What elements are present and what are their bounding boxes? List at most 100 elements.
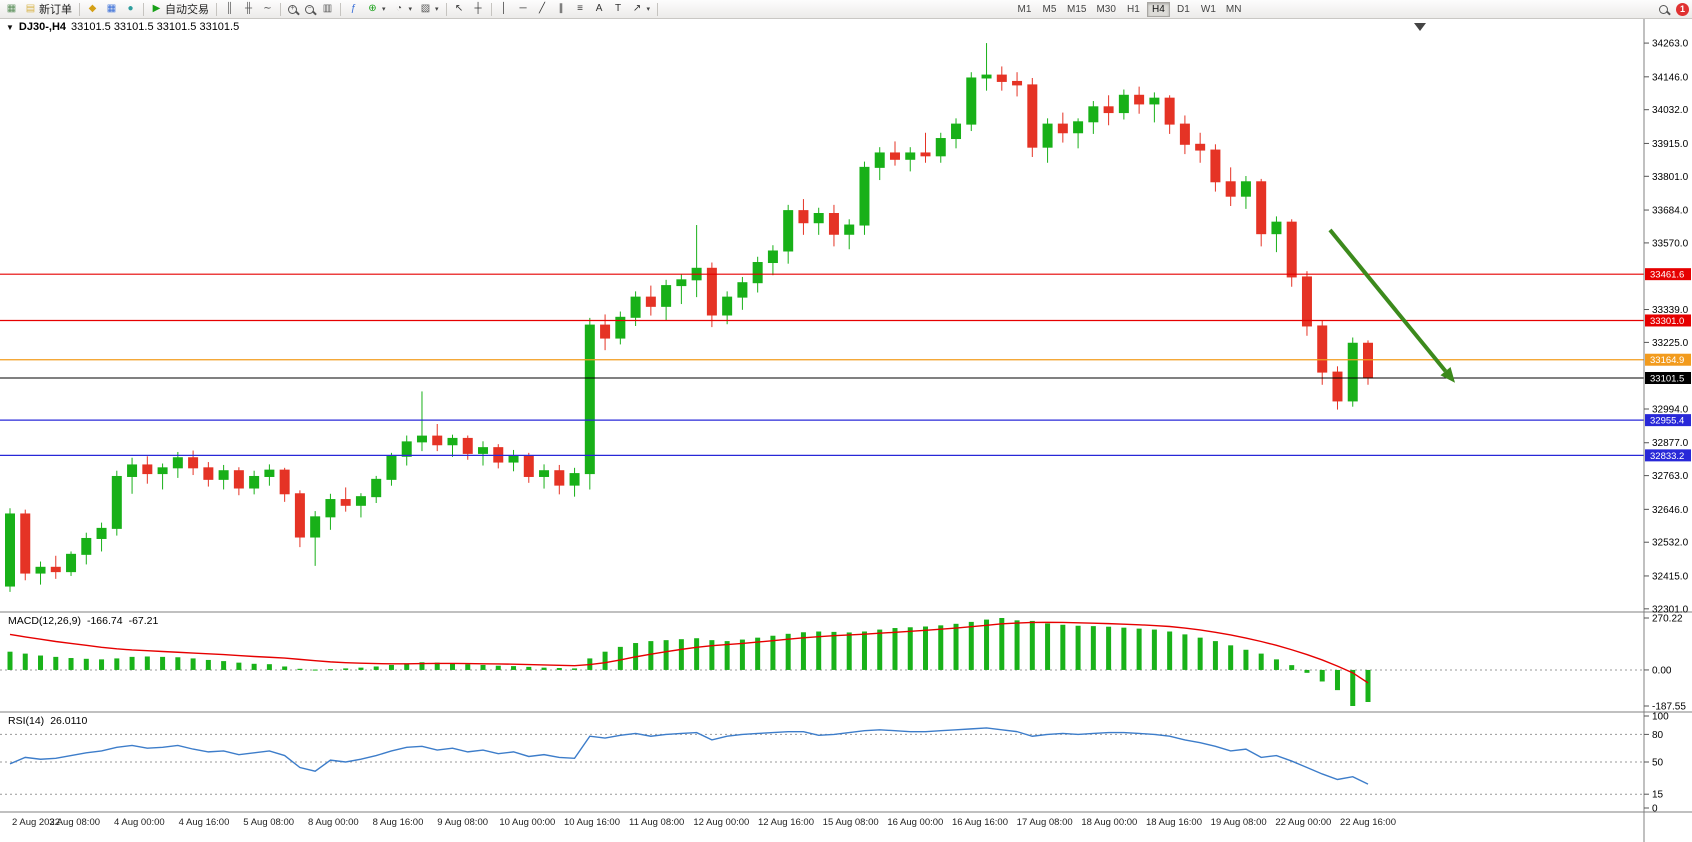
new-order-button[interactable]: ▤ 新订单 (21, 1, 76, 17)
price-tag-33164.9: 33164.9 (1645, 353, 1691, 366)
text-tool-button[interactable]: A (590, 1, 609, 17)
chart-bars-button[interactable]: ║ (220, 1, 239, 17)
navigator-button[interactable]: ● (121, 1, 140, 17)
crosshair-button[interactable]: ┼ (469, 1, 488, 17)
timeframe-w1[interactable]: W1 (1197, 2, 1220, 17)
chart-line-icon: ∼ (263, 3, 272, 14)
periods-button[interactable]: ◔ ▾ (390, 1, 417, 17)
trend-arrow-head (1440, 367, 1455, 383)
time-label: 11 Aug 08:00 (629, 817, 684, 828)
templates-button[interactable]: ▧ ▾ (416, 1, 443, 17)
horizontal-line-tool-button[interactable]: ─ (514, 1, 533, 17)
new-chart-button[interactable]: ▦ (2, 1, 21, 17)
timeframe-m30[interactable]: M30 (1092, 2, 1119, 17)
timeframe-mn[interactable]: MN (1222, 2, 1246, 17)
rsi-axis-label: 80 (1652, 730, 1664, 741)
zoom-in-button[interactable]: + (284, 1, 301, 17)
label-tool-button[interactable]: T (609, 1, 628, 17)
periods-dropdown-icon: ▾ (408, 6, 413, 13)
toolbar-separator (143, 2, 144, 16)
rsi-name: RSI(14) (8, 715, 45, 727)
rsi-indicator-label: RSI(14) 26.0110 (8, 715, 87, 727)
auto-trading-button[interactable]: ▶ 自动交易 (147, 1, 213, 17)
history-center-button[interactable]: ◆ (83, 1, 102, 17)
time-label: 18 Aug 16:00 (1146, 817, 1202, 828)
cursor-button[interactable]: ↖ (450, 1, 469, 17)
time-label: 4 Aug 16:00 (179, 817, 230, 828)
macd-axis-label: 270.22 (1652, 614, 1683, 625)
add-indicator-button[interactable]: ⊕ ▾ (363, 1, 390, 17)
timeframe-h1[interactable]: H1 (1122, 2, 1145, 17)
add-indicator-icon: ⊕ (368, 3, 377, 14)
price-axis-background (1644, 18, 1692, 842)
timeframe-h4[interactable]: H4 (1146, 1, 1170, 17)
zoom-out-button[interactable]: − (301, 1, 318, 17)
fibonacci-tool-button[interactable]: ≡ (571, 1, 590, 17)
rsi-axis-label: 0 (1652, 804, 1658, 815)
one-click-trading-icon[interactable]: ▼ (6, 22, 14, 32)
time-label: 2 Aug 2022 (12, 817, 60, 828)
timeframe-m1[interactable]: M1 (1013, 2, 1036, 17)
search-icon (1659, 4, 1668, 14)
market-watch-button[interactable]: ▦ (102, 1, 121, 17)
timeframe-m15[interactable]: M15 (1063, 2, 1090, 17)
auto-trading-label: 自动交易 (165, 4, 209, 16)
time-label: 4 Aug 00:00 (114, 817, 165, 828)
price-tick-label: 32532.0 (1652, 538, 1689, 549)
macd-main-value: -166.74 (86, 615, 123, 627)
vertical-line-tool-button[interactable]: │ (495, 1, 514, 17)
chart-ohlc-values: 33101.5 33101.5 33101.5 33101.5 (71, 21, 240, 33)
price-tick-label: 34263.0 (1652, 39, 1689, 50)
price-tick-label: 33801.0 (1652, 172, 1689, 183)
rsi-axis-label: 15 (1652, 790, 1664, 801)
toolbar-right: 1 (1655, 0, 1689, 18)
indicators-icon: ƒ (350, 3, 357, 14)
navigator-icon: ● (127, 3, 134, 14)
toolbar-separator (79, 2, 80, 16)
trend-arrow[interactable] (1328, 228, 1448, 373)
time-label: 8 Aug 00:00 (308, 817, 359, 828)
svg-text:32833.2: 32833.2 (1650, 451, 1684, 462)
price-tick-label: 33339.0 (1652, 305, 1689, 316)
price-tick-label: 33915.0 (1652, 139, 1689, 150)
toolbar-buttons: ▦ ▤ 新订单 ◆ ▦ ● ▶ 自动交易 ║ ╫ ∼ + − ▥ ƒ ⊕ ▾ ◔ ▾ ▧ ▾ ↖ ┼ │ ─ ╱ ∥ ≡ A T ↗ ▾ (0, 0, 661, 18)
rsi-axis-label: 50 (1652, 758, 1664, 769)
zoom-out-icon: − (305, 4, 314, 14)
price-tick-label: 33570.0 (1652, 238, 1689, 249)
chart-line-button[interactable]: ∼ (258, 1, 277, 17)
price-tick-label: 32763.0 (1652, 471, 1689, 482)
arrows-tool-button[interactable]: ↗ ▾ (628, 1, 655, 17)
search-button[interactable] (1655, 1, 1672, 17)
timeframe-d1[interactable]: D1 (1172, 2, 1195, 17)
notification-badge[interactable]: 1 (1676, 2, 1689, 16)
price-tick-label: 33684.0 (1652, 206, 1689, 217)
time-label: 17 Aug 08:00 (1017, 817, 1073, 828)
crosshair-icon: ┼ (474, 3, 482, 14)
time-label: 8 Aug 16:00 (373, 817, 424, 828)
channel-tool-icon: ∥ (558, 3, 564, 14)
price-tick-label: 32646.0 (1652, 505, 1689, 516)
price-tick-label: 32877.0 (1652, 438, 1689, 449)
channel-tool-button[interactable]: ∥ (552, 1, 571, 17)
price-tick-label: 33225.0 (1652, 338, 1689, 349)
svg-text:33461.6: 33461.6 (1650, 270, 1684, 281)
toolbar-separator (657, 2, 659, 16)
chart-background (0, 18, 1692, 842)
tile-windows-icon: ▥ (322, 3, 333, 14)
price-axis[interactable]: 34263.0 34146.0 34032.0 33915.0 33801.0 33684… (1644, 39, 1689, 616)
trendline-tool-button[interactable]: ╱ (533, 1, 552, 17)
indicators-button[interactable]: ƒ (344, 1, 363, 17)
arrows-tool-icon: ↗ (632, 3, 642, 14)
new-order-icon: ▤ (25, 3, 36, 14)
toolbar-separator (280, 2, 281, 16)
timeframe-m5[interactable]: M5 (1038, 2, 1061, 17)
price-tick-label: 32301.0 (1652, 604, 1689, 615)
chart-candles-button[interactable]: ╫ (239, 1, 258, 17)
macd-name: MACD(12,26,9) (8, 615, 81, 627)
tile-windows-button[interactable]: ▥ (318, 1, 337, 17)
rsi-value: 26.0110 (50, 715, 88, 727)
market-watch-icon: ▦ (106, 3, 117, 14)
chart-shift-marker[interactable] (1414, 23, 1426, 31)
